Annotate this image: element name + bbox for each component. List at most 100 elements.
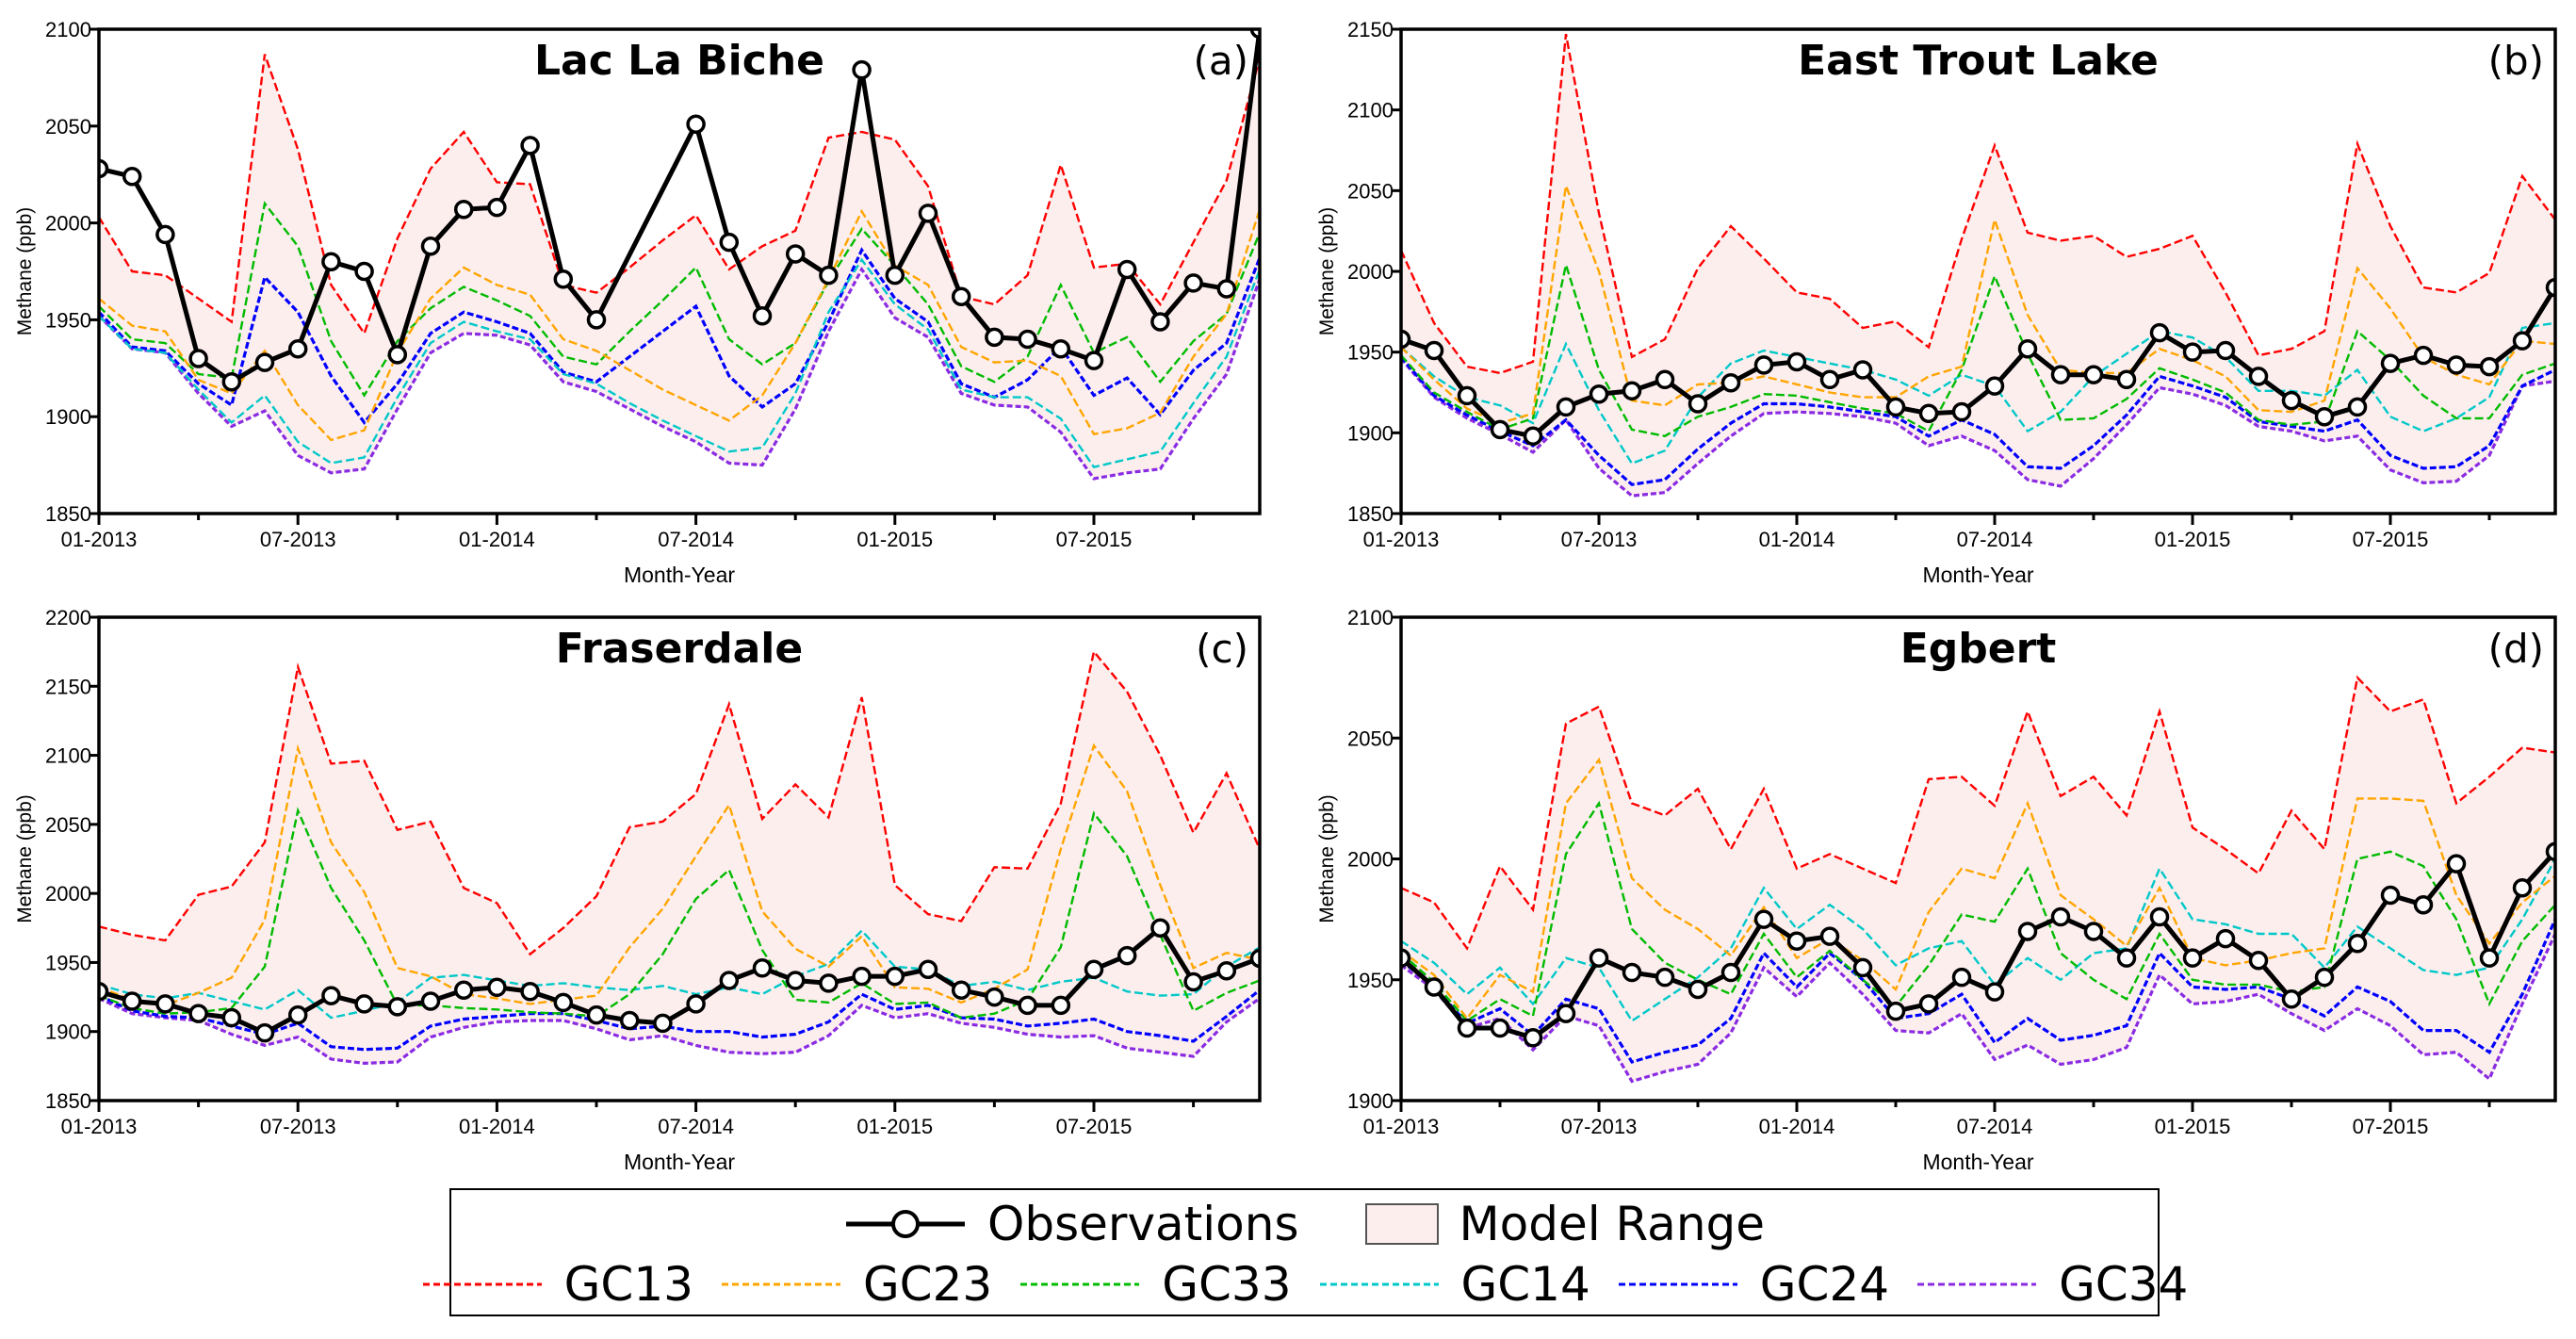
observation-point: [2512, 331, 2533, 351]
observation-point: [1556, 397, 1576, 417]
legend-label-gc14: GC14: [1460, 1257, 1590, 1312]
legend-label-gc34: GC34: [2059, 1257, 2189, 1312]
observation-point: [2017, 338, 2038, 359]
observation-point: [2281, 989, 2302, 1009]
y-tick-label: 1950: [1347, 969, 1394, 992]
y-tick-label: 2000: [1347, 848, 1394, 872]
observation-point: [520, 981, 540, 1002]
y-tick-label: 1900: [45, 1021, 91, 1044]
observation-point: [1885, 397, 1906, 417]
x-tick-label: 07-2013: [260, 1115, 336, 1138]
observation-point: [2182, 342, 2203, 362]
observation-point: [1523, 426, 1543, 447]
panel-title: East Trout Lake: [1798, 37, 2159, 85]
observation-point: [2050, 365, 2071, 384]
observation-point: [1720, 962, 1741, 983]
observation-point: [1490, 1018, 1510, 1038]
x-tick-label: 07-2015: [1056, 1115, 1133, 1138]
observation-point: [1150, 918, 1170, 939]
observation-point: [1490, 419, 1510, 440]
observation-point: [1084, 351, 1104, 370]
y-tick-label: 1850: [1347, 502, 1394, 526]
observation-point: [2182, 948, 2203, 968]
model-range-area: [99, 651, 1260, 1064]
observation-point: [985, 987, 1004, 1007]
observation-point: [1852, 957, 1873, 978]
observation-point: [1918, 403, 1939, 424]
observation-point: [2215, 340, 2236, 361]
series-line-gc34: [99, 266, 1260, 481]
y-tick-label: 2150: [1347, 18, 1394, 41]
observation-point: [2413, 894, 2434, 915]
observation-point: [453, 980, 474, 1000]
observations-line: [1401, 850, 2555, 1041]
legend-item-gc24: GC24: [1617, 1257, 1889, 1312]
observation-point: [918, 959, 938, 980]
y-tick-label: 2000: [45, 212, 91, 236]
observation-point: [1720, 372, 1741, 393]
observation-point: [2248, 367, 2269, 386]
y-tick-label: 1850: [45, 502, 91, 526]
y-axis-label: Methane (ppb): [1316, 207, 1338, 336]
x-axis-label: Month-Year: [624, 1150, 735, 1174]
panel-label: (d): [2488, 626, 2544, 672]
series-line-gc34: [1401, 933, 2555, 1084]
observation-point: [221, 371, 242, 392]
observation-point: [1753, 355, 1774, 375]
observation-point: [619, 1010, 640, 1031]
y-tick-label: 2050: [1347, 179, 1394, 203]
series-line-gc13: [99, 54, 1260, 336]
observation-point: [1852, 360, 1873, 380]
legend-item-gc34: GC34: [1916, 1257, 2188, 1312]
observation-point: [2083, 365, 2104, 384]
x-tick-label: 07-2013: [1561, 1115, 1638, 1138]
plot-area: [99, 648, 1260, 1066]
series-line-gc24: [99, 988, 1260, 1052]
observation-point: [520, 136, 540, 155]
observations-line: [99, 29, 1260, 385]
observation-point: [2446, 355, 2467, 375]
observation-point: [354, 994, 374, 1014]
observation-point: [819, 265, 839, 286]
observation-point: [819, 973, 839, 993]
legend-label-gc33: GC33: [1162, 1257, 1292, 1312]
legend-item-observations: Observations: [844, 1197, 1299, 1251]
observation-point: [1457, 385, 1477, 406]
observation-point: [1457, 1018, 1477, 1038]
observation-point: [1622, 962, 1642, 983]
y-tick-label: 2150: [45, 675, 91, 698]
model-range-area: [1401, 678, 2555, 1082]
panel-label: (a): [1193, 38, 1248, 84]
observation-point: [553, 269, 574, 289]
observation-point: [951, 286, 971, 306]
series-line-gc23: [99, 208, 1260, 442]
observation-point: [1018, 995, 1037, 1016]
legend-item-model-range: Model Range: [1364, 1197, 1765, 1251]
y-tick-label: 2050: [1347, 727, 1394, 750]
y-axis-label: Methane (ppb): [1316, 794, 1338, 923]
y-tick-label: 1850: [45, 1089, 91, 1113]
observation-point: [99, 981, 109, 1002]
observation-point: [1183, 972, 1203, 992]
series-line-gc34: [1401, 357, 2555, 498]
x-tick-label: 01-2013: [61, 1115, 138, 1138]
observation-point: [1424, 977, 1444, 997]
observation-point: [1589, 384, 1609, 404]
observation-point: [1951, 401, 1972, 422]
y-tick-label: 2050: [45, 115, 91, 139]
observation-point: [785, 971, 806, 990]
observation-point: [1150, 312, 1170, 332]
observation-point: [1401, 948, 1411, 968]
observation-point: [1018, 329, 1037, 350]
observation-point: [1117, 945, 1137, 966]
observation-point: [387, 997, 408, 1017]
observation-point: [1655, 369, 1675, 390]
legend-item-gc33: GC33: [1019, 1257, 1292, 1312]
panel-egbert: 1900 1950 2000 2050 2100 01-2013 07-2013 01-201…: [1316, 606, 2557, 1174]
observation-point: [1051, 338, 1071, 359]
observation-point: [122, 167, 142, 187]
observation-point: [1687, 979, 1708, 1000]
observation-point: [2545, 841, 2555, 862]
observation-point: [1984, 376, 2005, 396]
x-tick-label: 01-2014: [1759, 528, 1835, 551]
